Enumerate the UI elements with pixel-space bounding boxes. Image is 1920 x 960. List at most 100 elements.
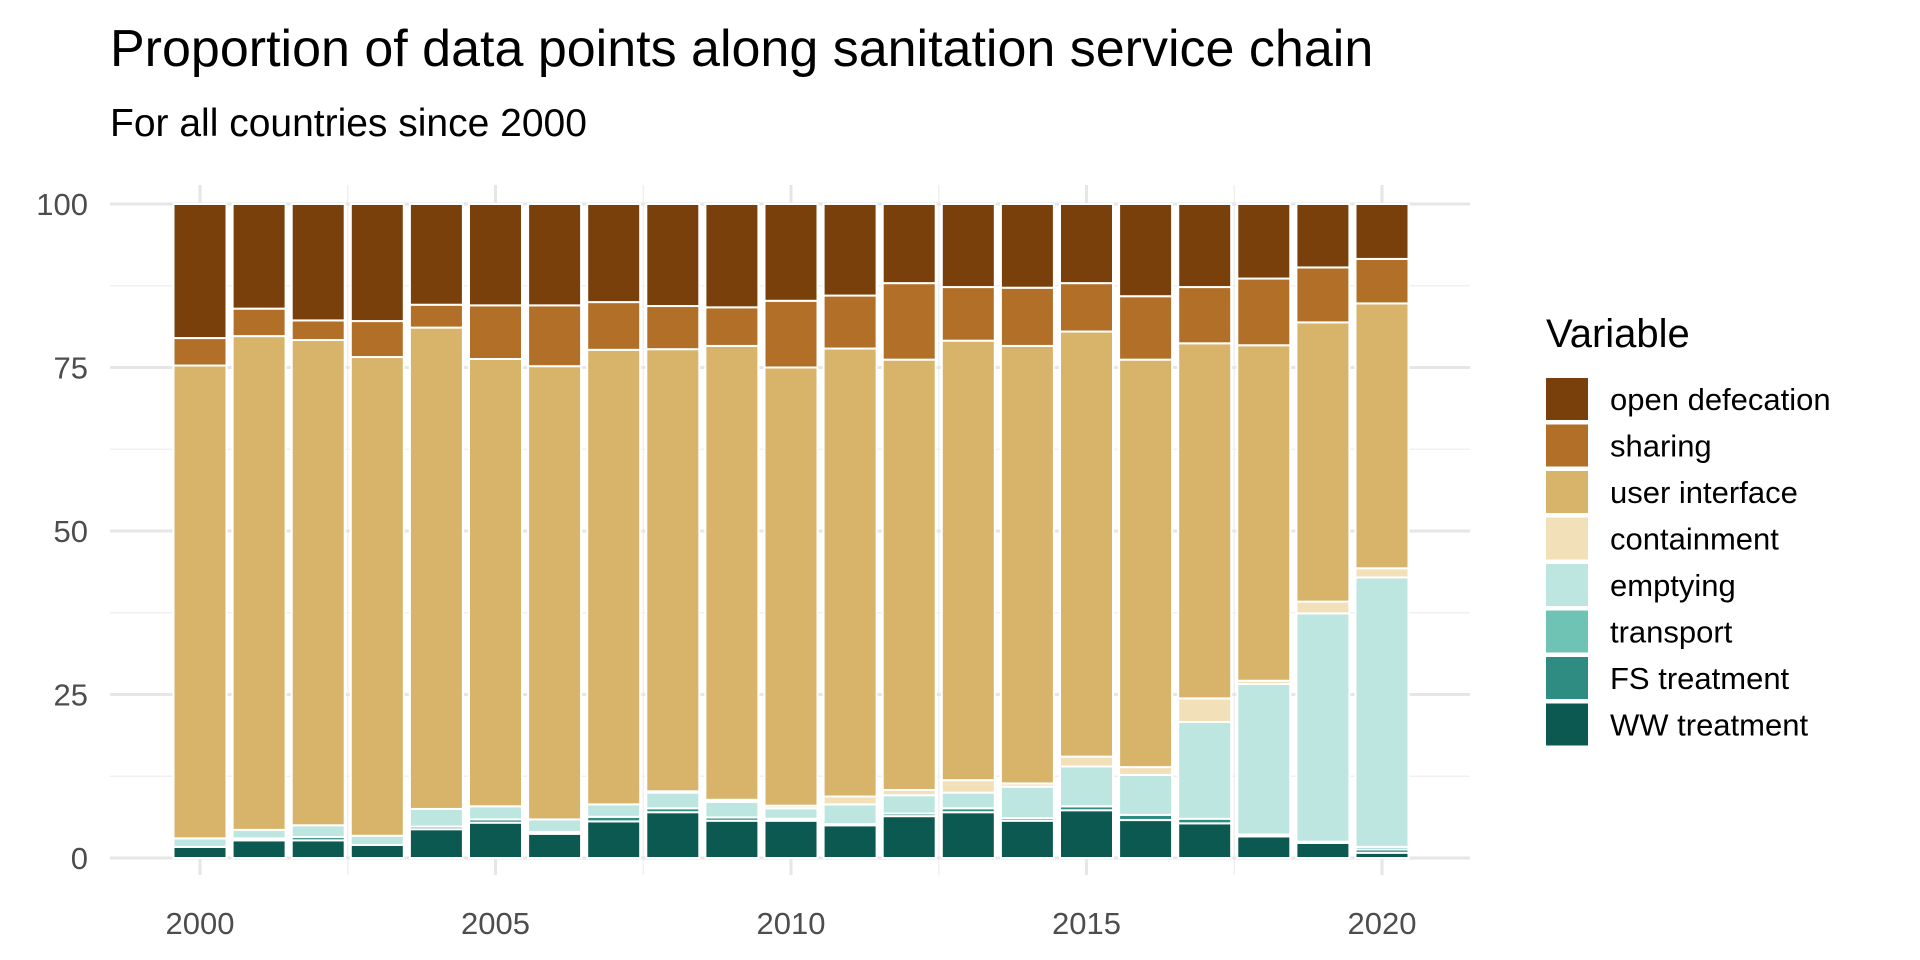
bar-segment-ww-treatment (1118, 819, 1174, 859)
bar-segment-sharing (1177, 286, 1233, 345)
y-tick-label: 50 (54, 514, 88, 549)
bar-segment-sharing (290, 319, 346, 342)
chart-title: Proportion of data points along sanitati… (110, 20, 1373, 78)
bar-segment-ww-treatment (408, 828, 464, 859)
bar-segment-open-defecation (1059, 203, 1114, 285)
bar-segment-sharing (1354, 257, 1410, 305)
bar-segment-open-defecation (172, 203, 228, 340)
bar-segment-ww-treatment (172, 845, 228, 860)
x-tick-label: 2010 (757, 906, 826, 941)
bar-segment-emptying (349, 834, 405, 846)
axis-ticks: 0 25 50 75 100 2000 2005 2010 2015 2020 (36, 187, 1416, 941)
bar-segment-user-interface (645, 348, 701, 793)
bar-segment-open-defecation (408, 203, 464, 306)
bar-segment-emptying (1236, 683, 1292, 836)
bar-segment-open-defecation (1236, 203, 1292, 280)
bar-segment-sharing (763, 299, 819, 369)
bar-segment-user-interface (408, 326, 464, 810)
bar-segment-sharing (468, 304, 523, 360)
bar-segment-ww-treatment (999, 819, 1055, 859)
bar-segment-sharing (527, 304, 583, 368)
bar-segment-user-interface (586, 348, 642, 806)
bar-segment-sharing (704, 306, 760, 347)
bar-segment-emptying (408, 807, 464, 828)
bar-segment-user-interface (1059, 330, 1114, 758)
legend: Variable open defecation sharing user inte… (1546, 312, 1831, 746)
legend-label: open defecation (1610, 382, 1831, 417)
bar-segment-open-defecation (468, 203, 523, 307)
bar-segment-user-interface (172, 364, 228, 840)
bar-segment-emptying (881, 794, 937, 815)
bar-segment-user-interface (999, 344, 1055, 785)
legend-swatch (1546, 424, 1588, 467)
bar-segment-open-defecation (1177, 203, 1233, 289)
legend-label: transport (1610, 615, 1733, 650)
bar-segment-ww-treatment (290, 839, 346, 859)
bar-segment-user-interface (290, 339, 346, 827)
bar-segment-ww-treatment (645, 811, 701, 859)
legend-swatch (1546, 378, 1588, 420)
legend-swatch (1546, 471, 1588, 513)
x-tick-label: 2005 (461, 906, 530, 941)
legend-label: sharing (1610, 429, 1712, 464)
legend-swatch (1546, 657, 1588, 699)
bar-segment-ww-treatment (586, 820, 642, 859)
bar-segment-sharing (1118, 295, 1174, 361)
y-tick-label: 75 (54, 351, 88, 386)
bar-segment-ww-treatment (1177, 822, 1233, 860)
bar-segment-open-defecation (999, 203, 1055, 289)
x-tick-label: 2015 (1052, 906, 1121, 941)
bar-segment-open-defecation (527, 203, 583, 307)
bar-segment-open-defecation (704, 203, 760, 309)
bar-segment-containment (1177, 697, 1233, 723)
bar-segment-emptying (468, 805, 523, 821)
bar-segment-sharing (822, 294, 878, 350)
x-tick-label: 2020 (1348, 906, 1417, 941)
y-tick-label: 25 (54, 678, 88, 713)
bar-segment-open-defecation (586, 203, 642, 304)
bar-segment-sharing (586, 301, 642, 351)
bar-segment-containment (1295, 600, 1351, 615)
bar-segment-emptying (1354, 576, 1410, 848)
bar-segment-ww-treatment (1295, 841, 1351, 860)
bar-segment-ww-treatment (763, 819, 819, 859)
bar-segment-sharing (408, 303, 464, 329)
bar-segment-emptying (172, 837, 228, 848)
bar-segment-sharing (172, 337, 228, 367)
y-tick-label: 100 (36, 187, 88, 222)
bar-segment-emptying (527, 818, 583, 833)
bar-segment-open-defecation (763, 203, 819, 302)
bars (172, 203, 1410, 860)
bar-segment-emptying (645, 791, 701, 810)
bar-segment-open-defecation (940, 203, 996, 289)
y-tick-label: 0 (71, 841, 88, 876)
bar-segment-ww-treatment (940, 811, 996, 859)
bar-segment-user-interface (231, 335, 287, 831)
bar-segment-open-defecation (349, 203, 405, 323)
bar-segment-containment (1118, 766, 1174, 776)
bar-segment-user-interface (940, 339, 996, 782)
bar-segment-user-interface (1118, 358, 1174, 769)
bar-segment-emptying (822, 803, 878, 825)
legend-label: user interface (1610, 475, 1798, 510)
bar-segment-containment (1059, 755, 1114, 768)
bar-segment-user-interface (1177, 342, 1233, 700)
chart-subtitle: For all countries since 2000 (110, 102, 587, 145)
bar-segment-user-interface (822, 347, 878, 798)
legend-swatch (1546, 610, 1588, 653)
bar-segment-open-defecation (822, 203, 878, 297)
bar-segment-user-interface (527, 365, 583, 821)
legend-swatch (1546, 564, 1588, 606)
legend-label: emptying (1610, 568, 1736, 603)
bar-segment-emptying (231, 828, 287, 840)
bar-segment-open-defecation (290, 203, 346, 322)
legend-label: WW treatment (1610, 708, 1808, 743)
bar-segment-open-defecation (645, 203, 701, 308)
bar-segment-emptying (1177, 720, 1233, 820)
legend-swatch (1546, 517, 1588, 560)
bar-segment-sharing (645, 305, 701, 351)
bar-segment-user-interface (1354, 302, 1410, 570)
bar-segment-open-defecation (1118, 203, 1174, 298)
bar-segment-user-interface (349, 356, 405, 837)
